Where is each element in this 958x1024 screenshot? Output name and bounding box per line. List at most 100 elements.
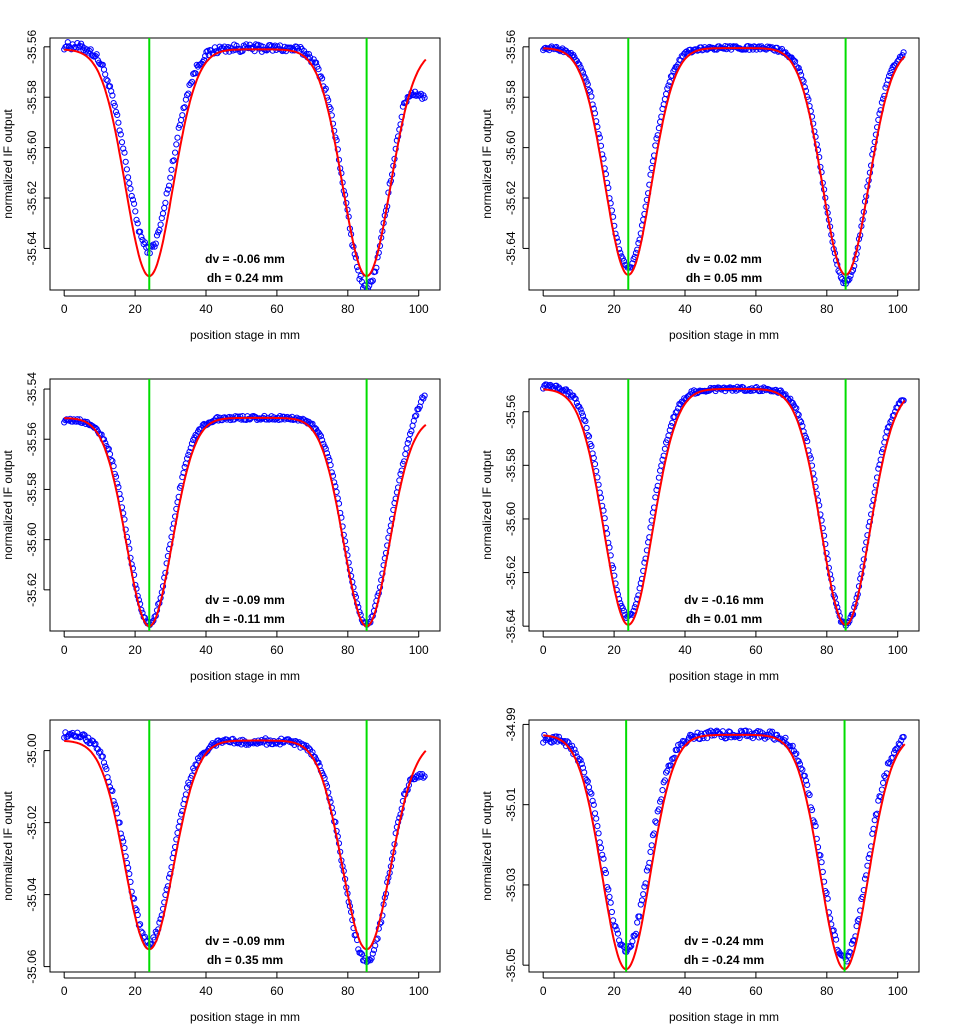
data-point [180,104,187,112]
data-point [588,790,595,797]
plot-frame [49,378,441,632]
x-tick-label: 100 [409,302,429,316]
data-point [138,233,145,240]
x-tick-label: 40 [678,984,692,998]
dv-annotation: dv = -0.16 mm [684,593,764,607]
data-point [421,94,428,101]
y-tick-label: -35.60 [504,502,518,536]
dv-annotation: dv = 0.02 mm [686,252,762,266]
data-point [411,413,419,420]
y-tick-label: -35.60 [25,522,39,556]
data-point [188,440,196,447]
data-point [871,138,878,146]
chart-panel-2: 0 20 40 60 80 100 -35.56 -35.58 -35.60 -35.62 -35.… [480,29,920,342]
data-point [121,149,128,156]
data-point [896,741,904,748]
data-point [681,395,688,402]
x-tick-label: 0 [61,984,68,998]
x-tick-label: 20 [607,302,621,316]
dv-annotation: dv = -0.09 mm [205,593,285,607]
data-point [793,405,800,412]
data-point [187,80,194,87]
data-point [159,210,167,217]
data-point [134,220,141,227]
data-point [112,108,120,116]
data-point [174,134,181,141]
data-point [379,570,386,577]
data-point [647,848,654,856]
plot-area [540,38,907,290]
plot-area [61,38,428,290]
data-point [372,268,379,275]
data-point [584,778,591,785]
data-point [153,232,161,239]
data-point [576,61,583,68]
data-point [114,111,121,119]
x-tick-label: 60 [749,643,763,657]
x-tick-label: 100 [409,643,429,657]
data-point [420,395,427,402]
data-point [116,127,123,134]
data-point [117,131,124,138]
y-tick-label: -35.05 [504,948,518,982]
y-axis-title: normalized IF output [1,109,15,219]
x-tick-label: 0 [540,643,547,657]
dh-annotation: dh = 0.05 mm [686,271,762,285]
x-tick-label: 100 [888,302,908,316]
data-point [166,182,173,189]
data-point [837,274,845,281]
data-point [214,50,221,57]
data-point [123,166,131,173]
data-point [405,436,412,443]
data-point [795,64,802,72]
data-point [167,174,174,181]
y-tick-label: -35.58 [25,472,39,506]
data-point [131,200,138,207]
data-point [100,759,108,766]
data-point [334,146,341,153]
data-point [118,139,126,146]
data-point [640,891,647,898]
dv-annotation: dv = -0.24 mm [684,934,764,948]
x-tick-label: 20 [607,643,621,657]
x-tick-label: 60 [749,984,763,998]
x-tick-label: 40 [199,302,213,316]
data-point [237,413,244,420]
x-tick-label: 60 [270,984,284,998]
data-point [577,406,584,413]
plot-area [540,379,907,631]
y-tick-label: -35.58 [504,448,518,482]
data-point [588,443,595,450]
data-point [641,883,648,890]
data-point [787,743,794,750]
data-point [173,141,180,148]
y-tick-label: -35.02 [25,805,39,839]
x-tick-label: 40 [678,302,692,316]
data-point [637,901,644,908]
data-point [564,738,571,745]
data-point [846,618,853,625]
data-point [192,70,199,77]
chart-panel-3: 0 20 40 60 80 100 -35.54 -35.56 -35.58 -35.60 -35.… [1,372,441,683]
data-point [202,52,209,60]
x-tick-label: 40 [678,643,692,657]
data-point [743,733,751,740]
data-point [631,932,638,939]
data-point [792,404,799,411]
data-point [812,822,819,830]
data-point [152,240,159,247]
data-point [578,760,585,768]
data-point [404,440,411,447]
y-tick-label: -35.56 [504,394,518,428]
data-point [664,85,671,92]
x-axis-title: position stage in mm [190,1010,300,1024]
plot-frame [528,719,920,973]
data-point [572,395,579,402]
data-point [172,149,179,156]
data-point [162,199,169,206]
dv-annotation: dv = -0.06 mm [205,252,285,266]
x-axis-title: position stage in mm [669,1010,779,1024]
data-point [372,942,379,949]
data-point [168,166,175,173]
